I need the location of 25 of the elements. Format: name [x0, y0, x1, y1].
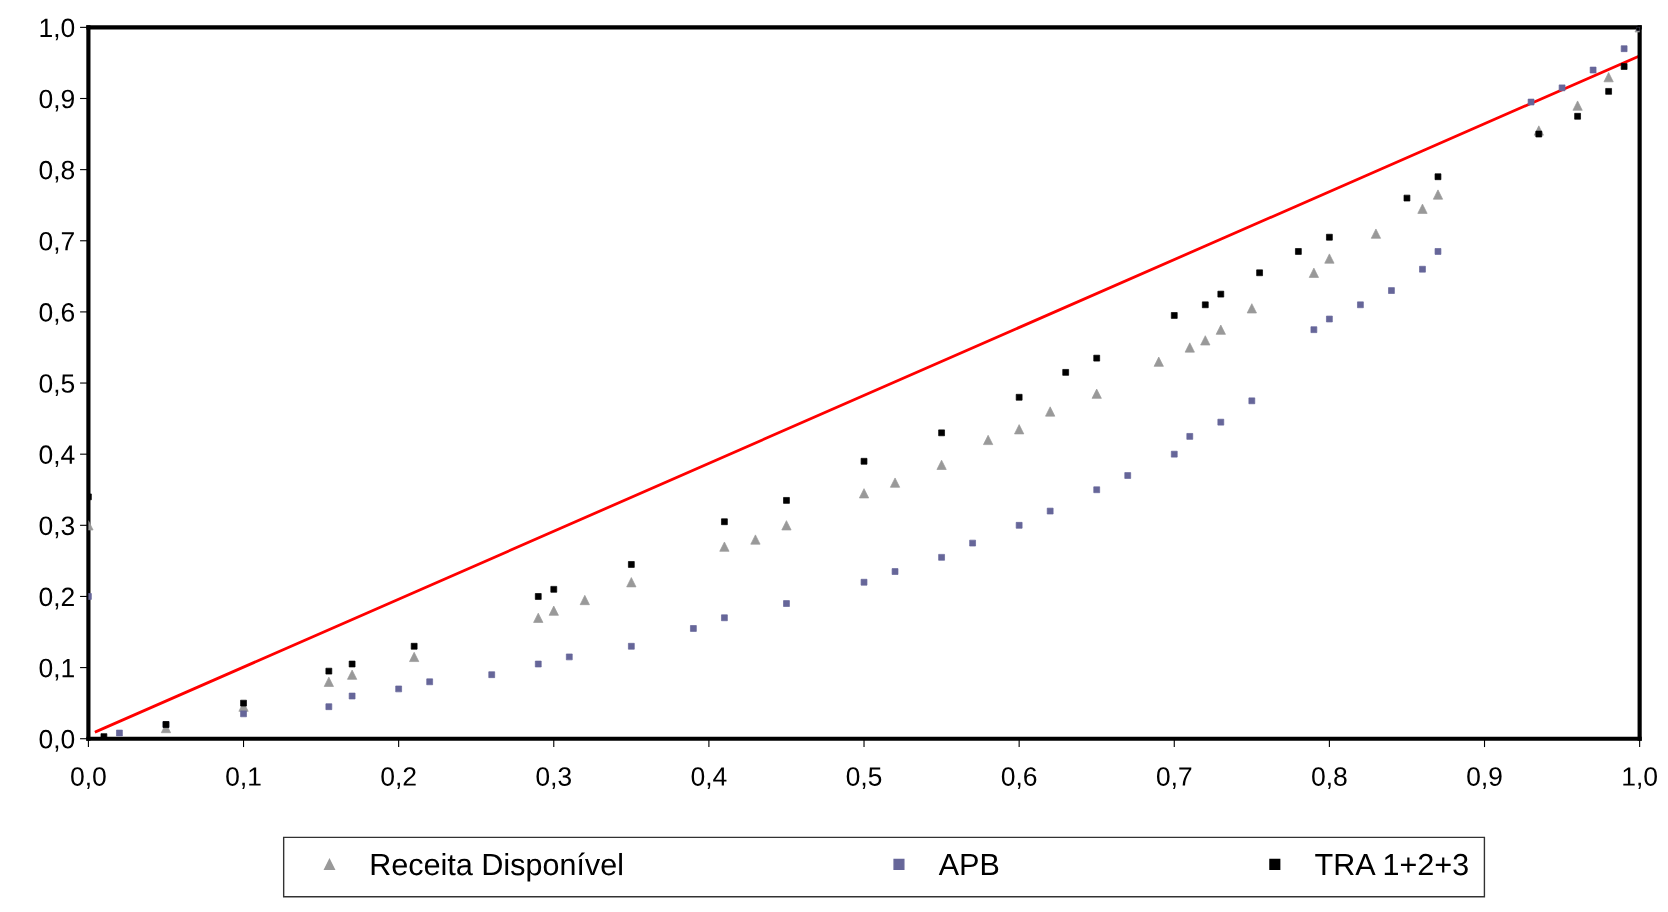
- y-tick-label: 0,2: [39, 587, 74, 610]
- y-tick-label: 1,0: [40, 18, 75, 41]
- y-tick-label: 0,1: [39, 658, 74, 681]
- legend-label: APB: [938, 854, 999, 876]
- x-tick-label: 0,1: [226, 767, 261, 789]
- x-tick-label: 0,5: [846, 767, 882, 789]
- x-tick-label: 0,9: [1467, 767, 1502, 789]
- x-tick-label: 1,0: [1623, 767, 1657, 789]
- x-tick-label: 0,7: [1156, 767, 1192, 789]
- y-tick-label: 0,4: [39, 445, 75, 468]
- y-tick-label: 0,0: [39, 729, 75, 752]
- y-tick-label: 0,6: [39, 303, 75, 325]
- y-tick-label: 0,7: [39, 231, 74, 254]
- y-tick-label: 0,5: [39, 374, 75, 396]
- y-tick-label: 0,8: [39, 160, 75, 183]
- x-tick-label: 0,4: [691, 767, 727, 789]
- x-tick-label: 0,6: [1001, 767, 1037, 789]
- y-tick-label: 0,9: [39, 89, 74, 112]
- x-tick-label: 0,0: [71, 767, 106, 789]
- x-tick-label: 0,3: [536, 767, 571, 789]
- x-tick-label: 0,2: [381, 767, 416, 789]
- legend-label: Receita Disponível: [371, 852, 622, 882]
- x-tick-label: 0,8: [1312, 767, 1347, 789]
- legend-label: TRA 1+2+3: [1315, 853, 1468, 876]
- y-tick-label: 0,3: [39, 516, 75, 539]
